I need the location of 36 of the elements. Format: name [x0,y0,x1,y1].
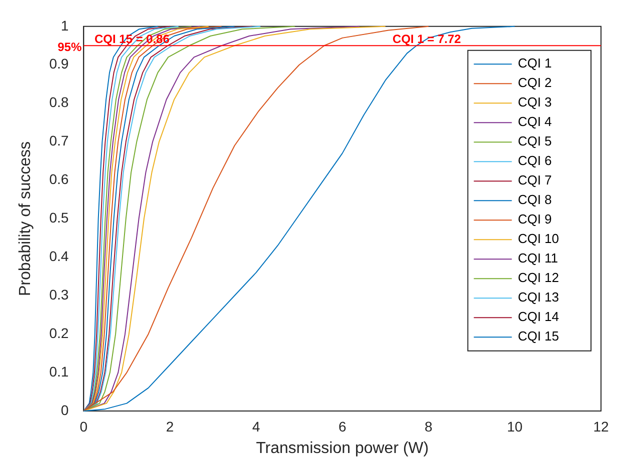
legend-label: CQI 4 [518,114,552,130]
x-tick-label: 12 [593,418,609,434]
y-tick-label: 0.9 [49,56,69,72]
y-tick-label: 1 [60,17,69,34]
y-axis-title: Probability of success [17,141,34,296]
legend-label: CQI 5 [518,134,552,149]
ref-line-label: 95% [58,40,82,54]
x-tick-label: 0 [80,418,88,434]
legend-label: CQI 14 [518,309,560,324]
y-tick-label: 0.8 [49,94,69,110]
x-tick-label: 10 [506,418,523,434]
x-tick-label: 6 [338,418,346,434]
y-tick-label: 0.5 [49,210,69,226]
y-tick-label: 0.4 [49,248,69,264]
y-tick-label: 0.6 [49,171,69,188]
x-axis-title: Transmission power (W) [256,440,429,457]
legend-label: CQI 9 [518,212,552,227]
legend-label: CQI 12 [518,270,560,286]
legend-label: CQI 6 [518,153,552,168]
legend-label: CQI 15 [518,328,560,344]
x-tick-label: 2 [166,418,174,434]
legend-label: CQI 10 [518,231,560,246]
y-tick-label: 0.2 [49,324,69,341]
legend-label: CQI 1 [518,56,552,71]
x-tick-label: 4 [252,418,260,434]
legend-label: CQI 11 [518,250,558,266]
y-tick-label: 0.1 [49,363,69,380]
legend-label: CQI 2 [518,75,552,90]
y-tick-label: 0 [60,402,69,418]
legend-label: CQI 8 [518,192,552,208]
y-tick-label: 0.7 [49,132,69,149]
legend-label: CQI 13 [518,290,560,305]
legend-label: CQI 7 [518,172,552,188]
x-tick-label: 8 [424,418,433,434]
legend-label: CQI 3 [518,94,552,110]
y-tick-label: 0.3 [49,286,69,302]
